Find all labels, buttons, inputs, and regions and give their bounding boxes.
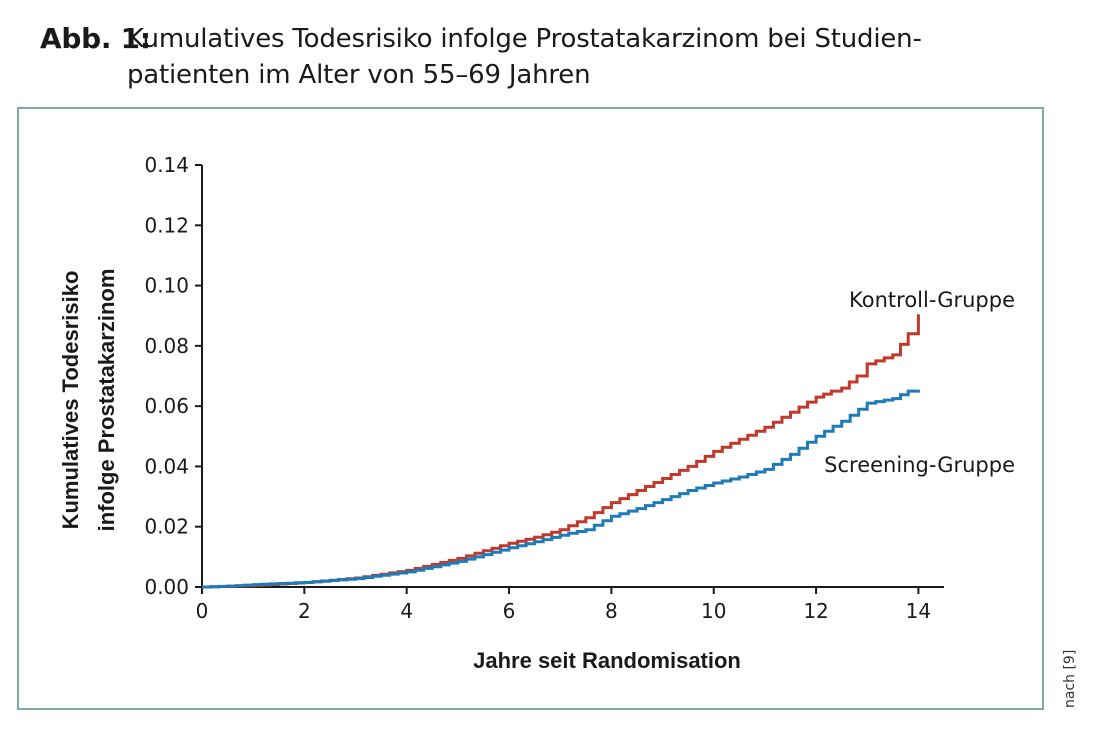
x-tick-label: 4 (400, 599, 413, 623)
y-tick-label: 0.10 (144, 274, 189, 298)
source-note: nach [9] (1062, 649, 1078, 708)
series-label-screening: Screening-Gruppe (824, 453, 1015, 477)
y-tick-label: 0.02 (144, 515, 189, 539)
y-tick-label: 0.08 (144, 334, 189, 358)
y-tick-label: 0.00 (144, 575, 189, 599)
y-tick-label: 0.12 (144, 213, 189, 237)
figure-label: Abb. 1: (40, 22, 151, 55)
y-tick-label: 0.06 (144, 394, 189, 418)
series-labels: Kontroll-Gruppe Screening-Gruppe (824, 288, 1015, 477)
figure-title-line-1: Kumulatives Todesrisiko infolge Prostata… (127, 24, 922, 54)
x-tick-label: 6 (503, 599, 516, 623)
y-tick-label: 0.14 (144, 153, 189, 177)
y-ticks: 0.00 0.02 0.04 0.06 0.08 0.10 0.12 0.14 (144, 153, 202, 599)
series-line-kontroll (202, 314, 920, 589)
x-tick-label: 12 (803, 599, 828, 623)
y-tick-label: 0.04 (144, 454, 189, 478)
x-tick-label: 2 (298, 599, 311, 623)
axes (201, 165, 944, 588)
y-axis-title-line-1: Kumulatives Todesrisiko (58, 271, 83, 530)
y-axis-title-line-2: infolge Prostatakarzinom (94, 269, 119, 532)
x-ticks: 0 2 4 6 8 10 12 14 (196, 587, 931, 623)
x-axis-title: Jahre seit Randomisation (473, 648, 741, 673)
figure-title-line-2: patienten im Alter von 55–69 Jahren (127, 60, 591, 90)
y-axis-title: Kumulatives Todesrisiko infolge Prostata… (58, 269, 119, 532)
series-line-screening (202, 389, 920, 589)
x-tick-label: 0 (196, 599, 209, 623)
series-label-kontroll: Kontroll-Gruppe (849, 288, 1015, 312)
chart-frame (17, 107, 1044, 710)
x-tick-label: 8 (605, 599, 618, 623)
series-layer (202, 314, 920, 589)
x-tick-label: 14 (906, 599, 931, 623)
x-tick-label: 10 (701, 599, 726, 623)
